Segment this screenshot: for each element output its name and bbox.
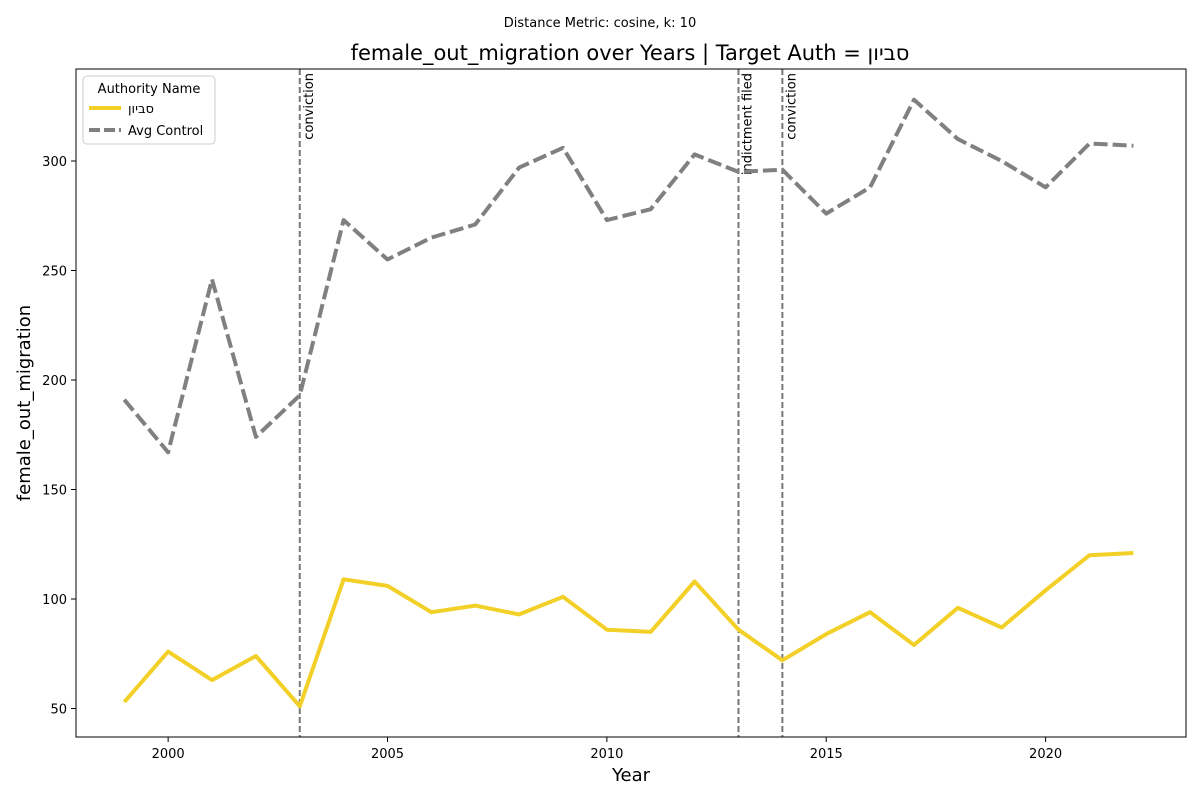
chart-title: female_out_migration over Years | Target…: [351, 41, 910, 66]
x-tick-label: 2005: [371, 747, 404, 762]
series-lines: [122, 97, 1134, 709]
y-axis-title: female_out_migration: [14, 305, 35, 501]
y-tick-label: 300: [42, 155, 67, 170]
y-tick-label: 250: [42, 264, 67, 279]
series-line-target: [122, 551, 1134, 709]
x-tick-label: 2010: [590, 747, 623, 762]
event-label: indictment filed: [740, 73, 755, 175]
x-tick-label: 2000: [152, 747, 185, 762]
y-tick-label: 100: [42, 593, 67, 608]
event-label: conviction: [302, 73, 317, 140]
y-tick-label: 200: [42, 374, 67, 389]
x-axis-title: Year: [611, 765, 651, 786]
y-tick-label: 150: [42, 484, 67, 499]
chart-suptitle: Distance Metric: cosine, k: 10: [504, 16, 696, 31]
event-label: conviction: [784, 73, 799, 140]
y-tick-label: 50: [50, 703, 67, 718]
series-line-control: [122, 97, 1134, 455]
y-axis: 50 100 150 200 250 300: [42, 155, 76, 718]
x-tick-label: 2015: [810, 747, 843, 762]
plot-area: [75, 68, 1187, 738]
legend: Authority Name סביון Avg Control: [82, 75, 216, 145]
legend-label-control: Avg Control: [128, 124, 203, 139]
x-axis: 2000 2005 2010 2015 2020: [152, 737, 1062, 762]
legend-title: Authority Name: [98, 82, 201, 97]
legend-box: [82, 75, 216, 145]
x-tick-label: 2020: [1029, 747, 1062, 762]
event-markers: conviction indictment filed conviction: [298, 69, 799, 737]
legend-label-target: סביון: [128, 102, 154, 117]
